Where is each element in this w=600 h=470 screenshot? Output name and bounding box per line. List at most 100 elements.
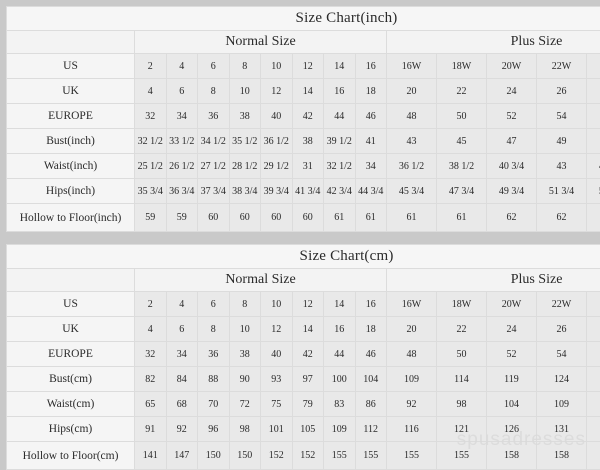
cell: 24W — [587, 292, 600, 317]
cell: 25 1/2 — [135, 154, 167, 179]
cell: 43 — [537, 154, 587, 179]
cell: 10 — [261, 54, 293, 79]
cell: 51 3/4 — [537, 179, 587, 204]
row-label: UK — [7, 317, 135, 342]
cell: 12 — [261, 79, 293, 104]
cell: 2 — [135, 292, 167, 317]
cell: 105 — [292, 417, 324, 442]
cell: 20W — [487, 292, 537, 317]
cell: 35 3/4 — [135, 179, 167, 204]
cell: 41 3/4 — [292, 179, 324, 204]
cell: 82 — [135, 367, 167, 392]
group-header-corner — [7, 269, 135, 292]
cell: 40 — [261, 342, 293, 367]
cell: 109 — [387, 367, 437, 392]
cell: 91 — [135, 417, 167, 442]
cell: 22 — [437, 317, 487, 342]
cell: 45 3/4 — [387, 179, 437, 204]
group-header-normal-size: Normal Size — [135, 269, 387, 292]
table-row: Hips(cm) 91 92 96 98 101 105 109 112 116… — [7, 417, 600, 442]
cell: 109 — [324, 417, 356, 442]
cell: 147 — [166, 442, 198, 470]
cell: 37 3/4 — [198, 179, 230, 204]
cell: 158 — [537, 442, 587, 470]
group-header-plus-size: Plus Size — [387, 269, 600, 292]
cell: 50 — [437, 342, 487, 367]
cell: 90 — [229, 367, 261, 392]
cell: 115 — [587, 392, 600, 417]
cell: 16 — [355, 54, 387, 79]
cell: 48 — [387, 104, 437, 129]
title-row: Size Chart(inch) — [7, 7, 600, 31]
cell: 41 — [355, 129, 387, 154]
cell: 28 1/2 — [229, 154, 261, 179]
cell: 40 3/4 — [487, 154, 537, 179]
cell: 8 — [198, 317, 230, 342]
table-row: Hips(inch) 35 3/4 36 3/4 37 3/4 38 3/4 3… — [7, 179, 600, 204]
cell: 59 — [135, 204, 167, 232]
cell: 150 — [198, 442, 230, 470]
cell: 38 — [292, 129, 324, 154]
cell: 18 — [355, 79, 387, 104]
cell: 8 — [229, 54, 261, 79]
cell: 38 1/2 — [437, 154, 487, 179]
cell: 18W — [437, 54, 487, 79]
row-label: EUROPE — [7, 104, 135, 129]
size-chart-inch-table: Size Chart(inch) Normal Size Plus Size U… — [6, 6, 600, 232]
cell: 52 — [487, 342, 537, 367]
cell: 40 — [261, 104, 293, 129]
row-label: EUROPE — [7, 342, 135, 367]
cell: 16 — [355, 292, 387, 317]
cell: 126 — [487, 417, 537, 442]
cell: 34 1/2 — [198, 129, 230, 154]
table-row: EUROPE 32 34 36 38 40 42 44 46 48 50 52 … — [7, 104, 600, 129]
cell: 42 — [292, 342, 324, 367]
cell: 44 — [324, 104, 356, 129]
cell: 60 — [261, 204, 293, 232]
cell: 38 3/4 — [229, 179, 261, 204]
group-header-row: Normal Size Plus Size — [7, 31, 600, 54]
cell: 31 — [292, 154, 324, 179]
group-header-normal-size: Normal Size — [135, 31, 387, 54]
cell: 121 — [437, 417, 487, 442]
cell: 10 — [261, 292, 293, 317]
cell: 26 — [537, 317, 587, 342]
cell: 155 — [355, 442, 387, 470]
cell: 98 — [437, 392, 487, 417]
cell: 8 — [229, 292, 261, 317]
cell: 88 — [198, 367, 230, 392]
table-row: US 2 4 6 8 10 12 14 16 16W 18W 20W 22W 2… — [7, 54, 600, 79]
cell: 42 3/4 — [324, 179, 356, 204]
cell: 46 — [355, 104, 387, 129]
cell: 75 — [261, 392, 293, 417]
table-row: EUROPE 32 34 36 38 40 42 44 46 48 50 52 … — [7, 342, 600, 367]
table-row: Hollow to Floor(inch) 59 59 60 60 60 60 … — [7, 204, 600, 232]
row-label: Hips(inch) — [7, 179, 135, 204]
cell: 38 — [229, 342, 261, 367]
cell: 47 3/4 — [437, 179, 487, 204]
cell: 34 — [166, 342, 198, 367]
cell: 39 1/2 — [324, 129, 356, 154]
cell: 97 — [292, 367, 324, 392]
cell: 47 — [487, 129, 537, 154]
table-title: Size Chart(inch) — [7, 7, 600, 31]
cell: 20W — [487, 54, 537, 79]
cell: 18 — [355, 317, 387, 342]
cell: 6 — [166, 79, 198, 104]
cell: 32 1/2 — [324, 154, 356, 179]
cell: 49 3/4 — [487, 179, 537, 204]
group-header-row: Normal Size Plus Size — [7, 269, 600, 292]
cell: 112 — [355, 417, 387, 442]
cell: 61 — [355, 204, 387, 232]
cell: 39 3/4 — [261, 179, 293, 204]
cell: 124 — [537, 367, 587, 392]
row-label: Bust(inch) — [7, 129, 135, 154]
table-row: UK 4 6 8 10 12 14 16 18 20 22 24 26 28 3… — [7, 317, 600, 342]
table-row: Waist(inch) 25 1/2 26 1/2 27 1/2 28 1/2 … — [7, 154, 600, 179]
cell: 48 — [387, 342, 437, 367]
cell: 56 — [587, 342, 600, 367]
cell: 109 — [537, 392, 587, 417]
cell: 131 — [537, 417, 587, 442]
cell: 44 3/4 — [355, 179, 387, 204]
